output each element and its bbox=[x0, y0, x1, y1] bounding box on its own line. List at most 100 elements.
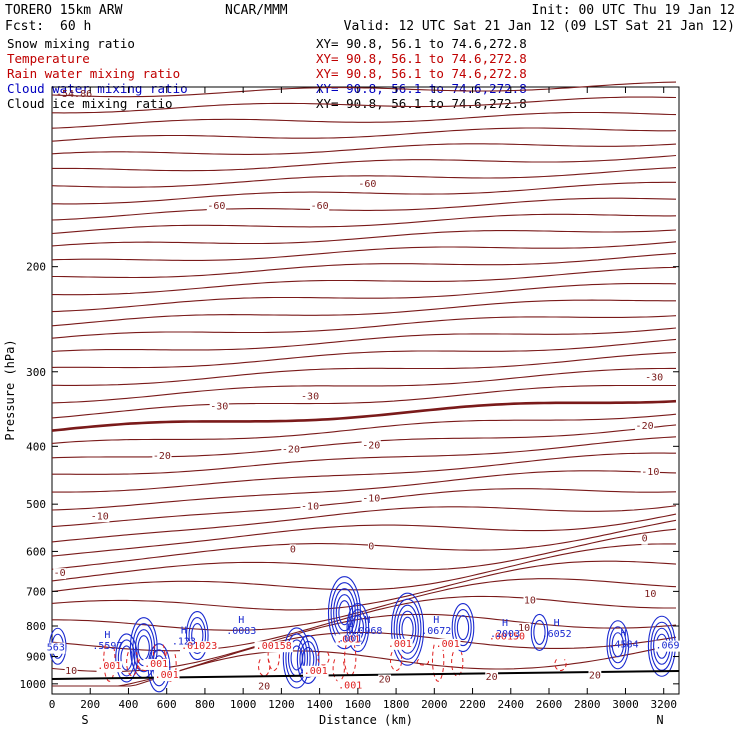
rain-contour bbox=[389, 651, 403, 672]
isotherm bbox=[51, 327, 677, 353]
rain-label-bg bbox=[302, 665, 329, 677]
cloud-water-contour bbox=[609, 626, 627, 664]
isotherm bbox=[52, 266, 677, 296]
y-tick-label: 300 bbox=[26, 366, 46, 379]
temperature-label: 10 bbox=[518, 623, 530, 634]
cloud-water-contour bbox=[296, 634, 320, 684]
cloud-water-contour bbox=[454, 609, 472, 647]
rain-label: .001 bbox=[338, 680, 362, 691]
temperature-label: -30 bbox=[645, 372, 663, 383]
temperature-label: 20 bbox=[258, 681, 270, 692]
rain-label: .001 bbox=[155, 670, 179, 681]
rain-contour bbox=[267, 644, 280, 672]
y-tick-label: 1000 bbox=[20, 678, 47, 691]
edge-label: 563 bbox=[47, 643, 65, 654]
cloud-water-contour bbox=[299, 640, 317, 678]
center-label: NCAR/MMM bbox=[225, 3, 288, 18]
isotherm bbox=[51, 241, 677, 261]
temperature-label: -20 bbox=[362, 440, 380, 451]
cloud-water-contour bbox=[451, 603, 475, 653]
high-marker: H bbox=[181, 626, 187, 637]
temperature-label-bg bbox=[361, 493, 381, 505]
temperature-label-bg bbox=[641, 533, 648, 545]
temperature-label-bg bbox=[640, 467, 660, 479]
isotherm bbox=[51, 213, 677, 235]
isotherm bbox=[51, 513, 677, 557]
y-tick-label: 200 bbox=[26, 261, 46, 274]
temperature-label-bg bbox=[368, 541, 375, 553]
isotherm bbox=[51, 519, 677, 570]
zero-isotherm bbox=[51, 399, 677, 432]
high-value: .123 bbox=[172, 637, 196, 648]
high-marker: H bbox=[621, 629, 627, 640]
x-tick-label: 2200 bbox=[459, 698, 486, 711]
field-xy: XY= 90.8, 56.1 to 74.6,272.8 bbox=[316, 66, 527, 81]
endpoint-south: S bbox=[81, 713, 88, 727]
temperature-label-bg bbox=[634, 420, 655, 432]
header: TORERO 15km ARW NCAR/MMM Init: 00 UTC Th… bbox=[5, 3, 735, 34]
cloud-water-contour bbox=[285, 633, 309, 683]
temperature-label: -30 bbox=[301, 392, 319, 403]
cloud-water-contour bbox=[120, 645, 133, 671]
temperature-label-bg bbox=[378, 674, 392, 686]
rain-label-bg bbox=[153, 670, 180, 682]
x-axis-label: Distance (km) bbox=[319, 713, 413, 727]
x-tick-label: 3000 bbox=[612, 698, 639, 711]
cloud-water-contour bbox=[533, 619, 546, 645]
isotherm bbox=[51, 560, 677, 611]
rain-contour bbox=[344, 644, 357, 677]
temperature-label: -20 bbox=[282, 445, 300, 456]
isotherm bbox=[51, 413, 677, 444]
field-name: Cloud water mixing ratio bbox=[7, 81, 188, 96]
terrain-surface bbox=[51, 670, 680, 680]
rain-label: .001 bbox=[304, 666, 328, 677]
field-xy: XY= 90.8, 56.1 to 74.6,272.8 bbox=[316, 96, 527, 111]
rain-label: .001 bbox=[97, 661, 121, 672]
forecast-value: 60 h bbox=[60, 19, 91, 34]
isotherm bbox=[51, 81, 677, 98]
temperature-label-bg bbox=[517, 622, 531, 634]
isotherm bbox=[51, 367, 676, 404]
y-tick-label: 600 bbox=[26, 545, 46, 558]
temperature-label-bg bbox=[209, 401, 229, 413]
cloud-water-contour bbox=[393, 598, 422, 660]
x-tick-label: 200 bbox=[80, 698, 100, 711]
rain-contour bbox=[103, 644, 116, 682]
model-title: TORERO 15km ARW bbox=[5, 3, 123, 18]
isotherm bbox=[51, 127, 677, 142]
y-tick-label: 500 bbox=[26, 498, 46, 511]
temperature-label: 20 bbox=[486, 672, 498, 683]
temperature-label-bg bbox=[523, 595, 537, 607]
temperature-label: -0 bbox=[54, 568, 66, 579]
isotherm bbox=[52, 452, 676, 493]
high-value: .0083 bbox=[226, 626, 256, 637]
axes: 0 200 400 600 800 1000 1200 1400 1600 1800 2000 220… bbox=[20, 87, 679, 711]
temperature-label: -20 bbox=[636, 421, 654, 432]
isotherm bbox=[52, 154, 677, 172]
isotherm bbox=[51, 197, 677, 221]
field-name: Rain water mixing ratio bbox=[7, 66, 180, 81]
isotherm bbox=[52, 252, 677, 279]
cloud-water-contour bbox=[456, 615, 470, 641]
cloud-water-contour bbox=[338, 600, 351, 626]
rain-label: .001 bbox=[336, 634, 360, 645]
temperature-label: -60 bbox=[311, 201, 329, 212]
cloud-water-contours bbox=[48, 576, 676, 693]
temperature-label-bg bbox=[206, 200, 226, 212]
cloud-water-contour bbox=[349, 609, 367, 647]
temperature-label-bg bbox=[53, 568, 67, 580]
field-xy: XY= 90.8, 56.1 to 74.6,272.8 bbox=[316, 51, 527, 66]
terrain-line bbox=[51, 670, 680, 680]
isotherm bbox=[51, 299, 676, 327]
edge-label-bg bbox=[46, 642, 66, 654]
isotherm bbox=[52, 578, 677, 631]
x-tick-label: 1000 bbox=[230, 698, 257, 711]
temperature-label: 0 bbox=[368, 541, 374, 552]
rain-label-bg bbox=[335, 634, 362, 646]
temperature-label-bg bbox=[90, 511, 110, 523]
high-value: .0672 bbox=[421, 626, 451, 637]
x-tick-label: 1800 bbox=[383, 698, 410, 711]
high-marker: H bbox=[238, 615, 244, 626]
isotherm bbox=[51, 229, 677, 247]
